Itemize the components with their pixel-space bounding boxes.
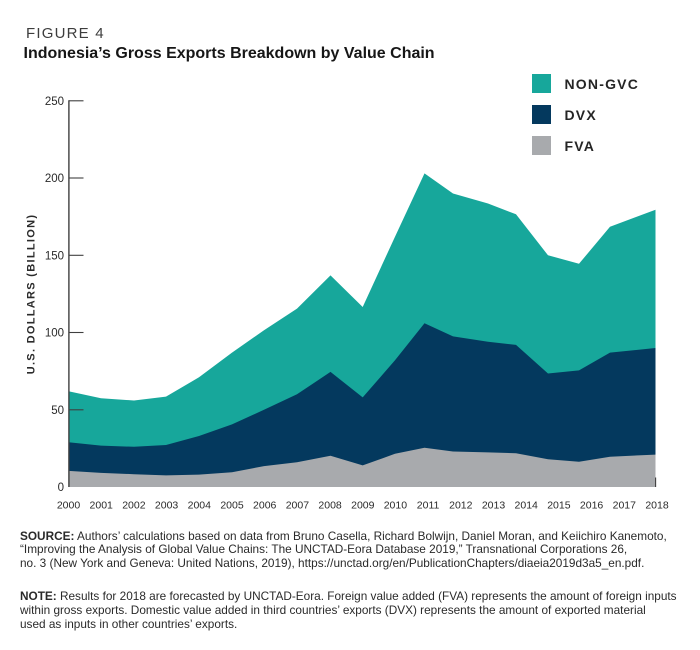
svg-text:150: 150 bbox=[45, 250, 64, 262]
svg-text:2008: 2008 bbox=[318, 500, 342, 512]
svg-text:2017: 2017 bbox=[613, 500, 637, 512]
svg-text:2016: 2016 bbox=[580, 500, 604, 512]
svg-text:2009: 2009 bbox=[351, 500, 375, 512]
svg-text:2010: 2010 bbox=[384, 500, 408, 512]
svg-text:2013: 2013 bbox=[482, 500, 506, 512]
svg-text:2005: 2005 bbox=[220, 500, 244, 512]
svg-text:2001: 2001 bbox=[90, 500, 114, 512]
svg-text:200: 200 bbox=[45, 173, 64, 185]
svg-text:2000: 2000 bbox=[57, 500, 81, 512]
svg-text:2006: 2006 bbox=[253, 500, 277, 512]
svg-text:0: 0 bbox=[58, 482, 64, 494]
svg-text:2018: 2018 bbox=[645, 500, 669, 512]
svg-text:2014: 2014 bbox=[515, 500, 539, 512]
svg-text:100: 100 bbox=[45, 328, 64, 340]
svg-text:2004: 2004 bbox=[188, 500, 212, 512]
svg-text:50: 50 bbox=[51, 405, 64, 417]
svg-text:2015: 2015 bbox=[547, 500, 571, 512]
svg-text:250: 250 bbox=[45, 96, 64, 108]
svg-text:2007: 2007 bbox=[286, 500, 310, 512]
svg-text:2011: 2011 bbox=[417, 500, 440, 512]
svg-text:2002: 2002 bbox=[122, 500, 146, 512]
svg-text:2012: 2012 bbox=[449, 500, 473, 512]
svg-text:2003: 2003 bbox=[155, 500, 179, 512]
svg-text:U.S. DOLLARS (BILLION): U.S. DOLLARS (BILLION) bbox=[26, 214, 38, 375]
